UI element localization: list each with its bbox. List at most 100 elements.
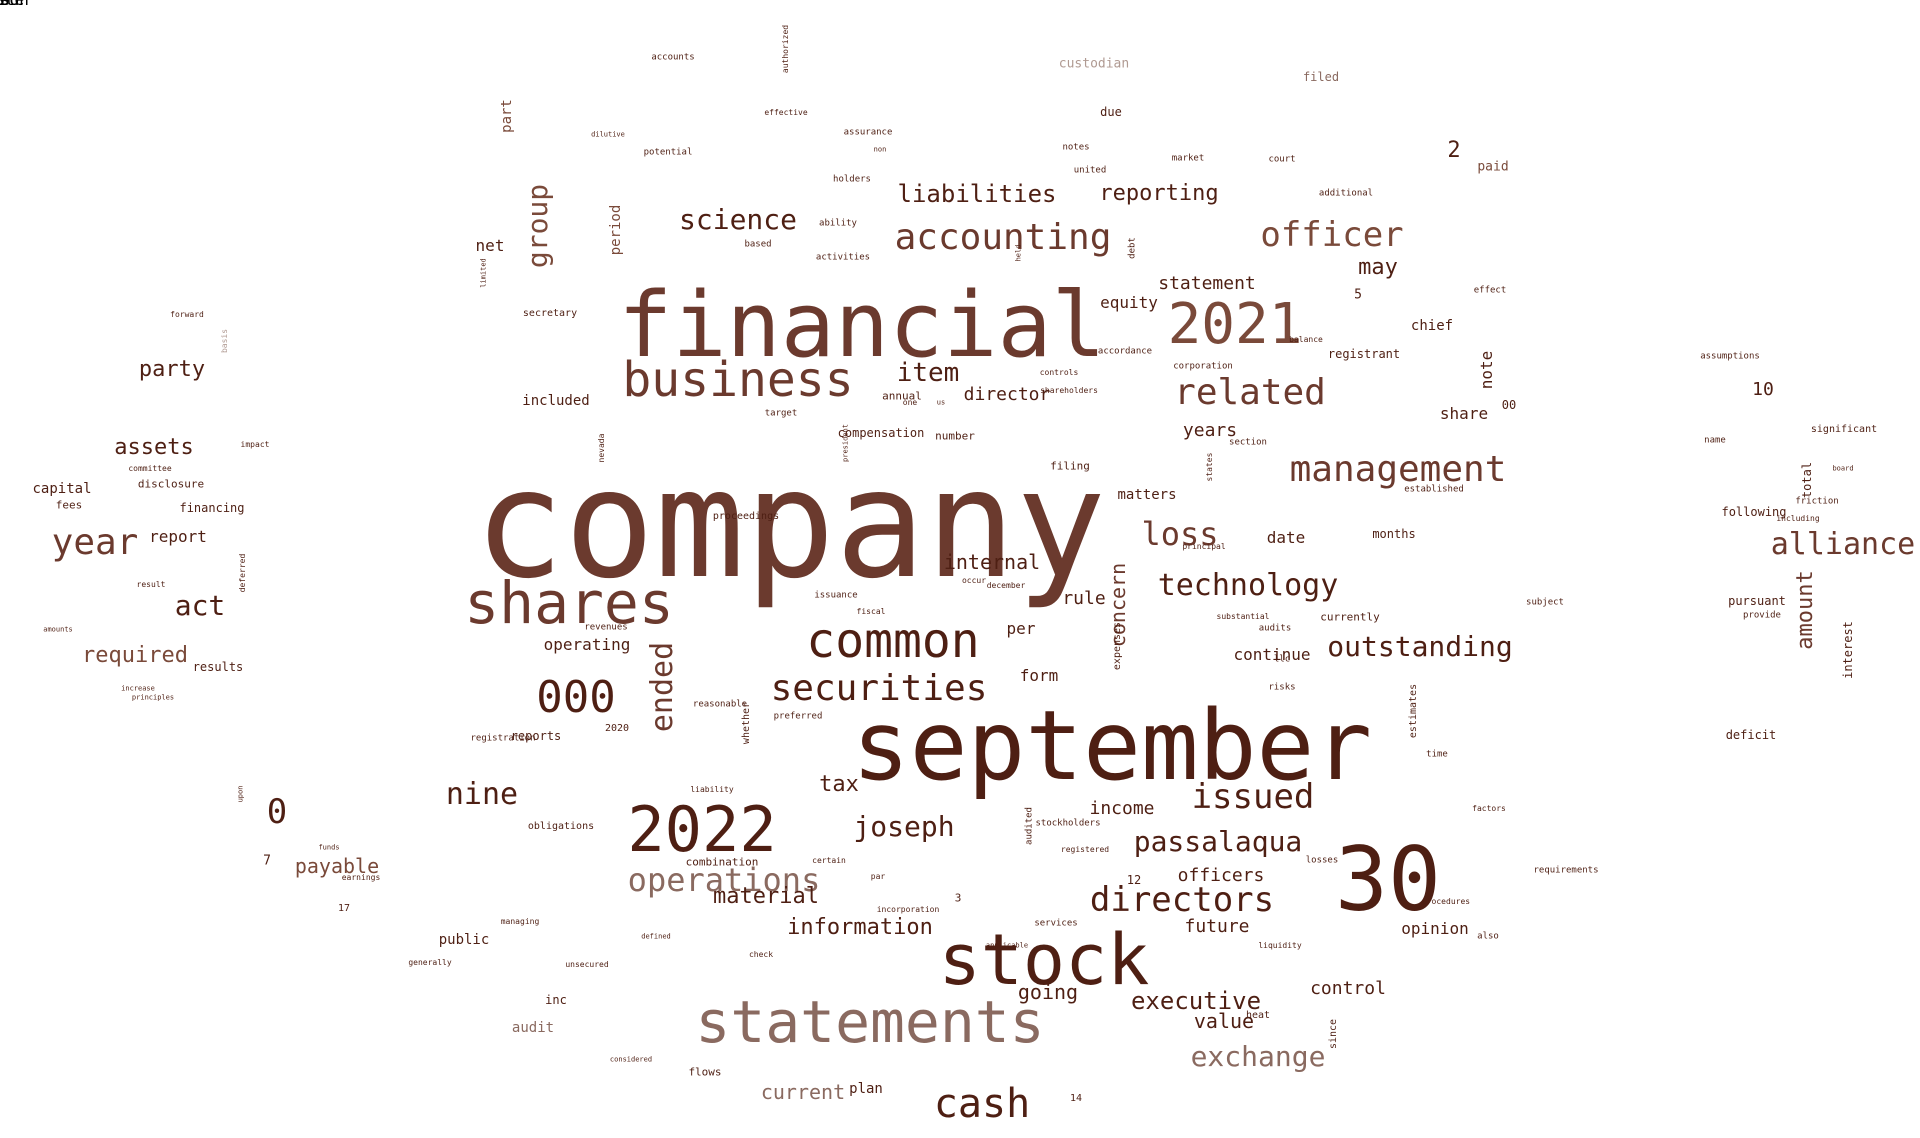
word-paid: paid xyxy=(1477,159,1509,175)
word-friction: friction xyxy=(1795,496,1839,507)
word-principles: principles xyxy=(131,693,175,702)
word-custodian: custodian xyxy=(1058,56,1130,72)
word-executive: executive xyxy=(1130,987,1262,1015)
word-combination: combination xyxy=(685,855,759,869)
word-period: period xyxy=(608,204,624,256)
word-unsecured: unsecured xyxy=(565,960,609,969)
word-value: value xyxy=(1193,1009,1255,1033)
word-potential: potential xyxy=(643,147,693,158)
word-flows: flows xyxy=(688,1065,722,1079)
word-stockholders: stockholders xyxy=(1035,818,1101,829)
word-impact: impact xyxy=(240,440,270,449)
word-authorized: authorized xyxy=(781,24,790,74)
word-share: share xyxy=(1439,404,1489,423)
word-30: 30 xyxy=(1335,828,1441,931)
word-exchange: exchange xyxy=(1190,1040,1326,1073)
word-liabilities: liabilities xyxy=(897,180,1057,208)
word-preferred: preferred xyxy=(773,711,823,722)
word-results: results xyxy=(192,660,244,674)
word-common: common xyxy=(806,613,980,669)
word-notes: notes xyxy=(1062,142,1090,153)
word-balance: balance xyxy=(1289,335,1323,344)
word-defined: defined xyxy=(641,932,671,941)
word-market: market xyxy=(1171,153,1205,164)
word-basis: basis xyxy=(220,328,229,354)
word-also: also xyxy=(1477,931,1499,942)
word-court: court xyxy=(1268,154,1296,165)
word-income: income xyxy=(1089,798,1155,819)
word-president: president xyxy=(841,424,850,462)
word-fees: fees xyxy=(55,498,83,512)
word-outstanding: outstanding xyxy=(1327,630,1513,663)
word-securities: securities xyxy=(770,668,988,709)
word-effect: effect xyxy=(1473,285,1507,296)
word-audit: audit xyxy=(511,1020,555,1036)
word-shareholders: shareholders xyxy=(1040,386,1098,395)
word-following: following xyxy=(1721,505,1787,519)
word-management: management xyxy=(1289,449,1507,490)
word-considered: considered xyxy=(609,1055,653,1064)
word-group: group xyxy=(521,183,554,269)
word-17: 17 xyxy=(337,903,351,914)
word-related: related xyxy=(1174,372,1326,413)
word-0: 0 xyxy=(266,792,288,832)
word-pursuant: pursuant xyxy=(1728,594,1786,608)
word-shares: shares xyxy=(464,569,674,637)
word-years: years xyxy=(1182,420,1238,441)
word-000: 000 xyxy=(536,672,616,723)
word-accordance: accordance xyxy=(1097,346,1153,357)
word-plan: plan xyxy=(849,1081,883,1097)
word-secretary: secretary xyxy=(522,308,578,319)
word-6: 6 xyxy=(0,0,5,8)
word-certain: certain xyxy=(812,856,846,865)
word-audits: audits xyxy=(1258,623,1292,634)
word-holders: holders xyxy=(833,174,871,185)
word-13: 13 xyxy=(0,0,10,8)
word-business: business xyxy=(622,352,854,408)
word-services: services xyxy=(1034,918,1078,929)
word-chief: chief xyxy=(1410,318,1454,334)
word-used: used xyxy=(0,0,19,8)
word-assets: assets xyxy=(114,435,194,460)
word-3: 3 xyxy=(954,891,962,905)
word-funds: funds xyxy=(318,843,340,852)
word-technology: technology xyxy=(1157,568,1339,603)
word-controls: controls xyxy=(1039,368,1079,377)
word-months: months xyxy=(1372,527,1416,541)
word-currently: currently xyxy=(1320,610,1380,624)
word-passalaqua: passalaqua xyxy=(1133,825,1303,858)
word-activities: activities xyxy=(815,252,871,263)
word-estimates: estimates xyxy=(1408,683,1419,739)
word-par: par xyxy=(870,872,886,881)
word-joseph: joseph xyxy=(853,810,955,843)
word-may: may xyxy=(1358,255,1398,280)
word-filed: filed xyxy=(1302,70,1340,84)
word-inc: inc xyxy=(545,993,567,1007)
word-audited: audited xyxy=(1024,807,1035,845)
word-registered: registered xyxy=(1060,845,1110,854)
word-held: held xyxy=(1014,244,1023,262)
word-included: included xyxy=(522,393,590,409)
word-obligations: obligations xyxy=(527,821,595,832)
word-occur: occur xyxy=(961,576,987,585)
word-continue: continue xyxy=(1233,645,1311,664)
word-equity: equity xyxy=(1100,293,1158,312)
word-liability: liability xyxy=(690,785,734,794)
word-assurance: assurance xyxy=(843,127,893,138)
word-board: board xyxy=(1832,464,1854,473)
word-00: 00 xyxy=(1501,398,1517,412)
word-c: c xyxy=(0,0,5,8)
word-heat: heat xyxy=(1245,1010,1271,1021)
word-form: form xyxy=(1019,666,1059,685)
word-limited: limited xyxy=(479,258,488,288)
word-accounting: accounting xyxy=(894,217,1112,258)
word-information: information xyxy=(787,915,933,940)
word-rule: rule xyxy=(1062,588,1106,609)
word-time: time xyxy=(1426,749,1448,760)
word-ended: ended xyxy=(645,641,680,733)
word-2: 2 xyxy=(1447,138,1461,163)
word-required: required xyxy=(82,643,188,668)
word-procedures: procedures xyxy=(1421,897,1471,906)
word-llc: llc xyxy=(1273,654,1291,665)
word-operating: operating xyxy=(543,635,631,654)
